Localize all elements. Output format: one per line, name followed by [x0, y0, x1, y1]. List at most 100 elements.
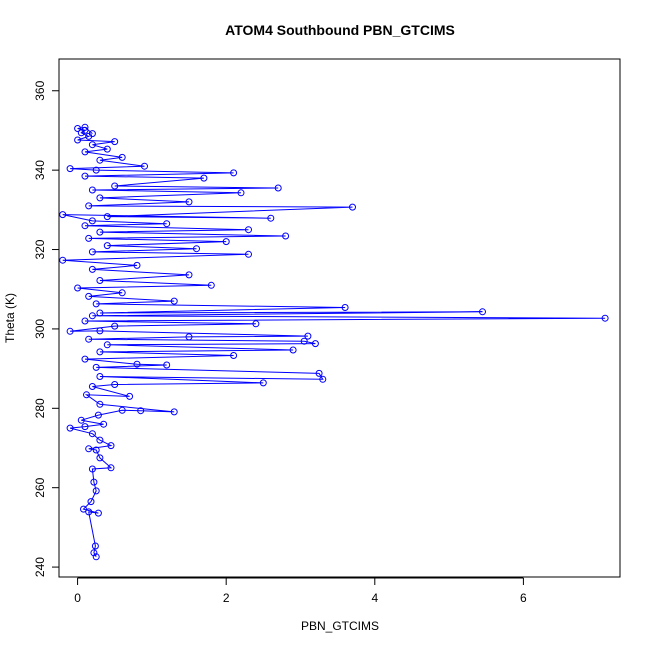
data-point [88, 430, 96, 438]
data-point [66, 165, 74, 173]
data-point [96, 400, 104, 408]
data-point [185, 333, 193, 341]
data-point [59, 211, 67, 219]
x-tick-label: 0 [74, 591, 81, 605]
data-point [267, 214, 275, 222]
y-tick-label: 320 [33, 239, 47, 259]
data-point [90, 478, 98, 486]
data-point [96, 277, 104, 284]
data-point [170, 408, 178, 416]
data-point [88, 130, 96, 138]
data-point [193, 245, 200, 253]
data-point [207, 281, 215, 289]
data-point [133, 360, 141, 368]
data-point [81, 123, 89, 131]
data-point [92, 446, 100, 454]
data-point [74, 136, 82, 144]
data-point [77, 416, 85, 424]
data-point [85, 445, 93, 453]
data-point [88, 217, 96, 225]
data-point [94, 411, 102, 419]
data-point [126, 392, 134, 400]
data-point [311, 340, 319, 348]
data-point [300, 337, 308, 345]
data-point [80, 505, 87, 513]
x-axis: 0 2 4 6 [74, 577, 527, 605]
data-point [88, 141, 96, 149]
data-point [83, 391, 90, 399]
data-point [100, 420, 108, 428]
data-point [92, 300, 100, 308]
data-point [103, 145, 111, 153]
data-point [137, 407, 145, 415]
y-tick-label: 280 [33, 398, 47, 418]
data-point [81, 172, 89, 180]
data-point [163, 220, 171, 228]
x-axis-label: PBN_GTCIMS [301, 619, 379, 633]
data-point [94, 509, 102, 517]
data-point [341, 304, 349, 311]
data-point [59, 256, 67, 264]
data-point [185, 271, 193, 279]
series-line-0 [62, 126, 606, 558]
data-point [91, 542, 99, 550]
data-point [92, 553, 100, 561]
data-point [96, 327, 104, 335]
data-point [259, 379, 267, 387]
data-point [170, 297, 178, 305]
data-point [85, 202, 93, 210]
data-point [88, 186, 96, 194]
x-tick-label: 2 [223, 591, 230, 605]
data-point [230, 169, 238, 177]
data-point [81, 148, 89, 156]
data-point [66, 327, 74, 335]
data-point [88, 312, 96, 320]
data-point [230, 352, 238, 359]
data-point [118, 289, 126, 297]
data-point [96, 348, 104, 356]
data-point [107, 464, 115, 472]
y-tick-label: 240 [33, 557, 47, 577]
y-tick-label: 260 [33, 477, 47, 497]
data-point [96, 156, 104, 164]
y-tick-label: 360 [33, 80, 47, 100]
data-point [92, 487, 100, 495]
data-point [85, 335, 93, 343]
data-point [304, 332, 312, 340]
y-axis-label: Theta (K) [3, 293, 17, 343]
data-point [92, 363, 100, 371]
data-point [96, 194, 104, 202]
data-point [200, 174, 208, 182]
data-point [479, 308, 486, 316]
data-point [103, 242, 111, 250]
data-point [81, 423, 89, 431]
data-point [85, 508, 93, 516]
data-point [319, 375, 327, 383]
data-point [74, 125, 82, 132]
data-point [111, 182, 119, 190]
data-point [96, 436, 104, 444]
data-point [111, 322, 119, 330]
y-axis: 240 260 280 300 320 340 360 [33, 80, 60, 577]
data-point [85, 234, 93, 242]
data-point [245, 250, 252, 258]
data-point [111, 381, 119, 388]
data-point [96, 228, 104, 236]
data-point [282, 232, 290, 240]
data-point [111, 138, 119, 146]
data-point [96, 373, 104, 380]
data-point [74, 284, 82, 292]
data-point [133, 261, 141, 269]
data-point [103, 341, 111, 349]
data-point [289, 346, 297, 354]
y-tick-label: 340 [33, 160, 47, 180]
data-point [222, 238, 230, 246]
data-point [163, 361, 171, 369]
data-point [237, 189, 245, 197]
data-point [96, 309, 104, 317]
data-point [96, 454, 104, 462]
data-point [81, 126, 89, 134]
y-tick-label: 300 [33, 319, 47, 339]
data-point [92, 166, 100, 174]
